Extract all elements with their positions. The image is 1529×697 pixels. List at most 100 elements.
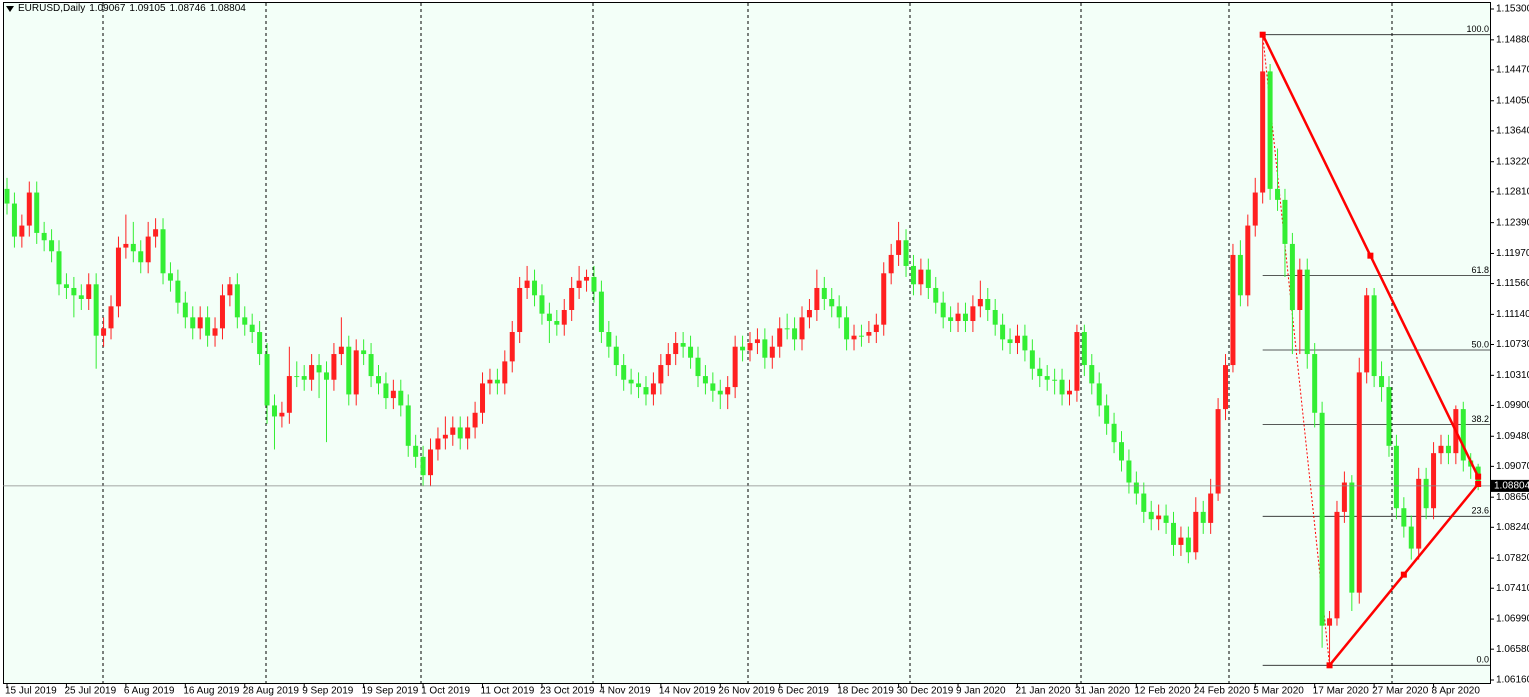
y-tick-label: 1.14050 (1496, 95, 1529, 106)
candle-body (769, 346, 775, 358)
candle-body (1044, 376, 1050, 380)
x-tick-label: 28 Aug 2019 (243, 686, 300, 697)
fibo-label: 50.0 (1471, 339, 1489, 349)
y-tick-label: 1.09070 (1496, 461, 1529, 472)
trendline-handle (1475, 480, 1482, 487)
candle-body (257, 332, 263, 355)
candle-body (554, 321, 560, 325)
candle-body (665, 354, 671, 366)
candle-body (197, 317, 203, 329)
candle-body (1156, 515, 1162, 520)
candle-body (762, 339, 768, 358)
candle-body (940, 302, 946, 318)
y-tick-label: 1.14880 (1496, 34, 1529, 45)
candle-body (643, 387, 649, 395)
last-price-label: 1.08804 (1494, 481, 1529, 492)
candle-body (673, 343, 679, 355)
candle-body (710, 383, 716, 391)
y-tick-label: 1.06990 (1496, 614, 1529, 625)
candle-body (1364, 295, 1370, 373)
candle-body (93, 284, 99, 336)
candle-body (175, 280, 181, 303)
x-tick-label: 31 Jan 2020 (1075, 686, 1130, 697)
candle-body (145, 236, 151, 263)
candle-body (680, 343, 686, 347)
last-price-box (1491, 479, 1529, 492)
candle-body (636, 383, 642, 388)
candle-body (1066, 390, 1072, 395)
candle-body (130, 243, 136, 252)
candle-body (1289, 243, 1295, 310)
candle-body (465, 427, 471, 439)
candle-body (227, 284, 233, 296)
y-tick-label: 1.12810 (1496, 186, 1529, 197)
candle-body (576, 280, 582, 288)
candle-body (955, 313, 961, 322)
candle-body (301, 376, 307, 380)
candle-body (331, 354, 337, 380)
candle-body (658, 365, 664, 384)
candle-body (1431, 453, 1437, 509)
candle-body (316, 365, 322, 373)
candle-body (873, 324, 879, 333)
candle-body (86, 284, 92, 299)
candle-body (1334, 511, 1340, 619)
candle-body (970, 306, 976, 322)
candle-body (71, 287, 77, 296)
x-tick-label: 27 Mar 2020 (1372, 686, 1429, 697)
x-tick-label: 24 Feb 2020 (1194, 686, 1251, 697)
candle-body (814, 287, 820, 310)
candle-body (1341, 482, 1347, 512)
y-tick-label: 1.11560 (1496, 278, 1529, 289)
candle-body (63, 284, 69, 288)
candle-body (1237, 254, 1243, 296)
open-value: 1.09067 (89, 3, 126, 14)
candle-body (881, 273, 887, 325)
candle-body (1445, 445, 1451, 454)
candle-body (1096, 383, 1102, 406)
candle-body (561, 309, 567, 325)
y-tick-label: 1.14470 (1496, 65, 1529, 76)
candle-body (242, 317, 248, 325)
candle-body (420, 456, 426, 476)
x-tick-label: 14 Nov 2019 (659, 686, 716, 697)
candle-body (821, 287, 827, 299)
candle-body (323, 372, 329, 380)
candle-body (702, 376, 708, 384)
candle-body (390, 390, 396, 399)
candle-body (992, 309, 998, 325)
candle-body (925, 269, 931, 288)
candle-body (442, 434, 448, 439)
candle-body (264, 354, 270, 406)
candle-body (1193, 511, 1199, 553)
y-tick-label: 1.13220 (1496, 156, 1529, 167)
candle-body (1215, 409, 1221, 494)
candle-body (740, 346, 746, 351)
period-separators (102, 3, 1393, 683)
candle-body (346, 346, 352, 395)
low-value: 1.08746 (169, 3, 206, 14)
candle-body (836, 306, 842, 318)
candle-body (1356, 372, 1362, 593)
x-tick-label: 6 Dec 2019 (778, 686, 830, 697)
candle-body (1059, 379, 1065, 395)
candle-body (1312, 354, 1318, 413)
candle-body (962, 313, 968, 322)
x-tick-label: 1 Oct 2019 (421, 686, 470, 697)
candle-body (405, 405, 411, 446)
candle-body (1423, 478, 1429, 509)
candle-body (717, 390, 723, 395)
x-tick-label: 25 Jul 2019 (64, 686, 116, 697)
candle-body (569, 287, 575, 310)
fibo-label: 0.0 (1476, 655, 1489, 665)
candle-body (606, 332, 612, 347)
candle-body (190, 317, 196, 329)
candle-body (108, 306, 114, 329)
candle-body (101, 328, 107, 336)
candle-body (732, 346, 738, 388)
candle-body (539, 295, 545, 314)
candle-body (1371, 295, 1377, 377)
y-tick-label: 1.09480 (1496, 431, 1529, 442)
y-tick-label: 1.10730 (1496, 339, 1529, 350)
